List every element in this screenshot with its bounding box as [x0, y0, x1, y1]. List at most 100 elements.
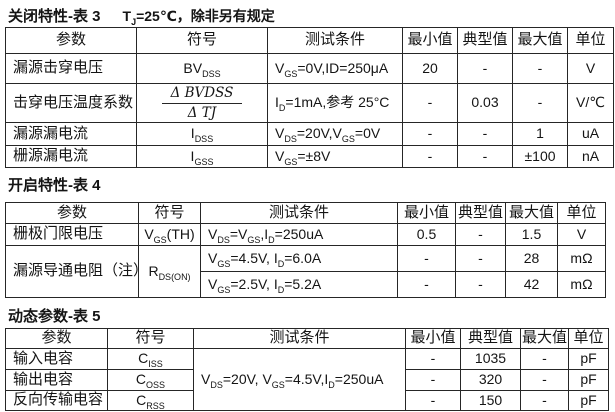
col-header-param: 参数: [5, 328, 108, 349]
typ-cell: -: [455, 245, 506, 272]
section-title-dynamic-parameters: 动态参数-表 5: [8, 305, 101, 326]
col-header-condition: 测试条件: [267, 27, 403, 54]
unit-cell: pF: [568, 390, 609, 411]
cond-cell: VDS=VGS,ID=250uA: [200, 223, 398, 246]
symbol-cell: VGS(TH): [138, 223, 201, 246]
typ-cell: -: [455, 271, 506, 298]
param-cell: 输入电容: [5, 348, 108, 370]
col-header-typ: 典型值: [455, 202, 506, 224]
cond-cell: VGS=4.5V, ID=6.0A: [200, 245, 398, 272]
max-cell: 42: [505, 271, 558, 298]
col-header-typ: 典型值: [460, 328, 521, 349]
table-row: 漏源击穿电压 BVDSS VGS=0V,ID=250μA 20 - - V: [5, 53, 614, 84]
col-header-symbol: 符号: [136, 27, 268, 54]
section-title-text: 关闭特性-表 3: [8, 8, 101, 25]
min-cell: -: [405, 390, 461, 411]
symbol-cell-merged: RDS(ON): [138, 245, 201, 298]
section-title-text: 动态参数-表 5: [8, 308, 101, 325]
fraction: Δ BVDSS Δ TJ: [161, 85, 243, 122]
min-cell: -: [397, 245, 456, 272]
table-header-row: 参数 符号 测试条件 最小值 典型值 最大值 单位: [5, 27, 614, 54]
col-header-min: 最小值: [405, 328, 461, 349]
typ-cell: -: [457, 145, 513, 168]
table-row: 漏源漏电流 IDSS VDS=20V,VGS=0V - - 1 uA: [5, 122, 614, 146]
table-row: 输入电容 CISS VDS=20V, VGS=4.5V,ID=250uA - 1…: [5, 348, 609, 411]
section-title-off-characteristics: 关闭特性-表 3 TJ=25℃，除非另有规定: [8, 5, 275, 26]
table-row: 栅源漏电流 IGSS VGS=±8V - - ±100 nA: [5, 145, 614, 168]
symbol-cell: COSS: [107, 369, 194, 391]
min-cell: 0.5: [397, 223, 456, 246]
table-header-row: 参数 符号 测试条件 最小值 典型值 最大值 单位: [5, 202, 606, 224]
test-condition-note: TJ=25℃，除非另有规定: [122, 8, 275, 27]
symbol-cell: IDSS: [136, 122, 268, 146]
symbol-cell: CISS: [107, 348, 194, 370]
symbol-cell-fraction: Δ BVDSS Δ TJ: [136, 83, 268, 123]
param-cell: 漏源击穿电压: [5, 53, 137, 84]
unit-cell: V: [567, 53, 614, 84]
typ-cell: -: [457, 122, 513, 146]
min-cell: -: [402, 122, 458, 146]
table-row: 栅极门限电压 VGS(TH) VDS=VGS,ID=250uA 0.5 - 1.…: [5, 223, 606, 246]
cond-cell: ID=1mA,参考 25°C: [267, 83, 403, 123]
cond-cell: VGS=±8V: [267, 145, 403, 168]
min-cell: -: [402, 83, 458, 123]
typ-cell: 150: [460, 390, 521, 411]
table-row: VGS=2.5V, ID=5.2A - - 42 mΩ: [6, 271, 606, 298]
param-cell: 栅源漏电流: [5, 145, 137, 168]
col-header-min: 最小值: [397, 202, 456, 224]
fraction-numerator: Δ BVDSS: [161, 85, 243, 104]
max-cell: 1: [512, 122, 568, 146]
typ-cell: -: [455, 223, 506, 246]
min-cell: 20: [402, 53, 458, 84]
unit-cell: V: [557, 223, 606, 246]
param-cell: 漏源漏电流: [5, 122, 137, 146]
table-row: 漏源导通电阻（注） RDS(ON) VGS=4.5V, ID=6.0A - - …: [5, 245, 606, 298]
cond-cell-merged: VDS=20V, VGS=4.5V,ID=250uA: [193, 348, 406, 411]
cond-cell: VGS=2.5V, ID=5.2A: [200, 271, 398, 298]
symbol-cell: BVDSS: [136, 53, 268, 84]
min-cell: -: [397, 271, 456, 298]
unit-cell: nA: [567, 145, 614, 168]
col-header-unit: 单位: [557, 202, 606, 224]
unit-cell: pF: [568, 369, 609, 391]
min-cell: -: [405, 369, 461, 391]
max-cell: -: [512, 83, 568, 123]
col-header-condition: 测试条件: [200, 202, 398, 224]
table-row: 击穿电压温度系数 Δ BVDSS Δ TJ ID=1mA,参考 25°C - 0…: [5, 83, 614, 123]
param-cell: 栅极门限电压: [5, 223, 139, 246]
unit-cell: mΩ: [557, 271, 606, 298]
max-cell: -: [520, 348, 569, 370]
col-header-unit: 单位: [567, 27, 614, 54]
typ-cell: 1035: [460, 348, 521, 370]
unit-cell: pF: [568, 348, 609, 370]
param-cell: 击穿电压温度系数: [5, 83, 137, 123]
max-cell: -: [512, 53, 568, 84]
section-title-text: 开启特性-表 4: [8, 177, 101, 194]
col-header-symbol: 符号: [138, 202, 201, 224]
section-title-on-characteristics: 开启特性-表 4: [8, 174, 101, 195]
symbol-cell: IGSS: [136, 145, 268, 168]
col-header-param: 参数: [5, 202, 139, 224]
unit-cell: V/℃: [567, 83, 614, 123]
col-header-min: 最小值: [402, 27, 458, 54]
cond-cell: VGS=0V,ID=250μA: [267, 53, 403, 84]
col-header-max: 最大值: [520, 328, 569, 349]
max-cell: 28: [505, 245, 558, 272]
typ-cell: 320: [460, 369, 521, 391]
col-header-max: 最大值: [505, 202, 558, 224]
max-cell: -: [520, 390, 569, 411]
table-row: 反向传输电容 CRSS - 150 - pF: [5, 390, 609, 411]
min-cell: -: [405, 348, 461, 370]
table-off-characteristics: 参数 符号 测试条件 最小值 典型值 最大值 单位 漏源击穿电压 BVDSS V…: [5, 27, 614, 168]
unit-cell: uA: [567, 122, 614, 146]
unit-cell: mΩ: [557, 245, 606, 272]
cond-cell: VDS=20V,VGS=0V: [267, 122, 403, 146]
col-header-unit: 单位: [568, 328, 609, 349]
min-cell: -: [402, 145, 458, 168]
param-cell-merged: 漏源导通电阻（注）: [5, 245, 139, 298]
table-dynamic-parameters: 参数 符号 测试条件 最小值 典型值 最大值 单位 输入电容 CISS VDS=…: [5, 328, 609, 411]
table-header-row: 参数 符号 测试条件 最小值 典型值 最大值 单位: [5, 328, 609, 349]
col-header-max: 最大值: [512, 27, 568, 54]
col-header-symbol: 符号: [107, 328, 194, 349]
typ-cell: -: [457, 53, 513, 84]
